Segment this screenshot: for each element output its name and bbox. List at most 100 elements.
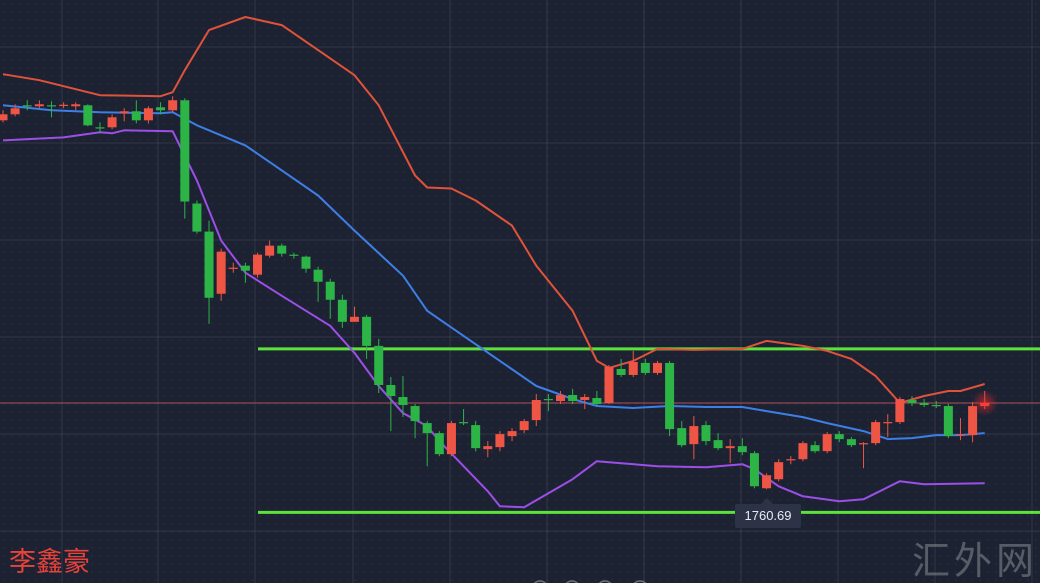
candle — [616, 358, 626, 377]
candle — [410, 404, 420, 439]
candle-body — [604, 366, 614, 404]
candle — [725, 439, 735, 464]
candle-body — [398, 397, 408, 406]
lower-band-line — [2, 129, 985, 509]
candle — [422, 421, 432, 467]
candle — [919, 399, 929, 408]
candle — [180, 98, 190, 219]
candle-body — [95, 127, 105, 129]
candle — [543, 394, 553, 412]
candle-body — [652, 362, 662, 373]
candle-body — [386, 384, 396, 397]
candle-body — [240, 265, 250, 271]
candle — [713, 433, 723, 451]
candle — [240, 262, 250, 283]
candle-body — [689, 426, 699, 445]
candle — [834, 431, 844, 443]
candle — [580, 394, 590, 410]
candle-body — [10, 108, 20, 115]
candle-body — [774, 462, 784, 480]
candle — [846, 437, 856, 448]
candle — [22, 100, 32, 111]
candle — [556, 391, 566, 405]
candle-body — [507, 431, 517, 437]
page-indicator-dot — [533, 580, 547, 583]
candle-body — [180, 100, 190, 202]
candle-body — [822, 434, 832, 452]
site-watermark: 汇外网 — [912, 539, 1039, 583]
candle — [640, 358, 650, 375]
candle-body — [883, 422, 893, 424]
candle-body — [59, 104, 69, 106]
candle — [895, 397, 905, 425]
candle-body — [192, 203, 202, 232]
decorations — [533, 390, 998, 583]
candle — [0, 110, 8, 123]
candle — [507, 428, 517, 442]
candle — [798, 441, 808, 462]
candle — [398, 375, 408, 418]
candle-body — [628, 361, 638, 375]
candle-body — [446, 423, 456, 455]
low-price-label: 1760.69 — [735, 498, 801, 528]
candle — [325, 278, 335, 319]
candle-body — [846, 439, 856, 446]
author-watermark: 李鑫豪 — [9, 547, 90, 578]
candle — [337, 294, 347, 328]
candle — [143, 106, 153, 124]
candle — [943, 404, 953, 439]
candle-body — [616, 368, 626, 375]
candle-body — [410, 406, 420, 422]
candle — [204, 220, 214, 324]
candle-body — [931, 405, 941, 407]
candle — [313, 266, 323, 302]
candle — [71, 102, 81, 111]
candle-body — [216, 251, 226, 294]
candle-body — [168, 100, 178, 111]
candle — [362, 314, 372, 359]
candle-body — [749, 453, 759, 487]
candle — [253, 252, 263, 278]
candle-body — [349, 316, 359, 322]
candle — [483, 441, 493, 458]
candle — [531, 394, 541, 427]
candle — [677, 421, 687, 448]
candle-body — [107, 117, 117, 128]
candle-body — [762, 475, 772, 489]
candle — [883, 414, 893, 438]
candle — [83, 104, 93, 127]
candle — [955, 418, 965, 441]
candle — [652, 360, 662, 375]
candle — [10, 104, 20, 117]
candle — [156, 102, 166, 115]
candle-body — [531, 400, 541, 421]
candle — [665, 360, 675, 437]
candle — [749, 451, 759, 489]
candle-body — [156, 107, 166, 111]
candle — [519, 419, 529, 434]
candle-body — [871, 422, 881, 444]
candle-body — [495, 434, 505, 448]
candle-body — [337, 299, 347, 322]
candle-body — [204, 231, 214, 298]
candle — [689, 416, 699, 460]
candle — [277, 243, 287, 257]
candle-body — [119, 111, 129, 114]
candle — [95, 122, 105, 134]
candle-body — [34, 104, 44, 107]
candle — [289, 252, 299, 259]
candle — [592, 391, 602, 407]
candle-body — [919, 403, 929, 406]
candle-body — [859, 443, 869, 445]
candle — [131, 100, 141, 124]
candle-body — [471, 425, 481, 449]
candle-body — [556, 395, 566, 402]
candle-body — [895, 399, 905, 423]
page-indicator-dot — [598, 580, 612, 583]
candle — [968, 402, 978, 443]
page-indicator-dot — [633, 580, 647, 583]
candle-body — [313, 269, 323, 282]
candle-body — [131, 111, 141, 121]
